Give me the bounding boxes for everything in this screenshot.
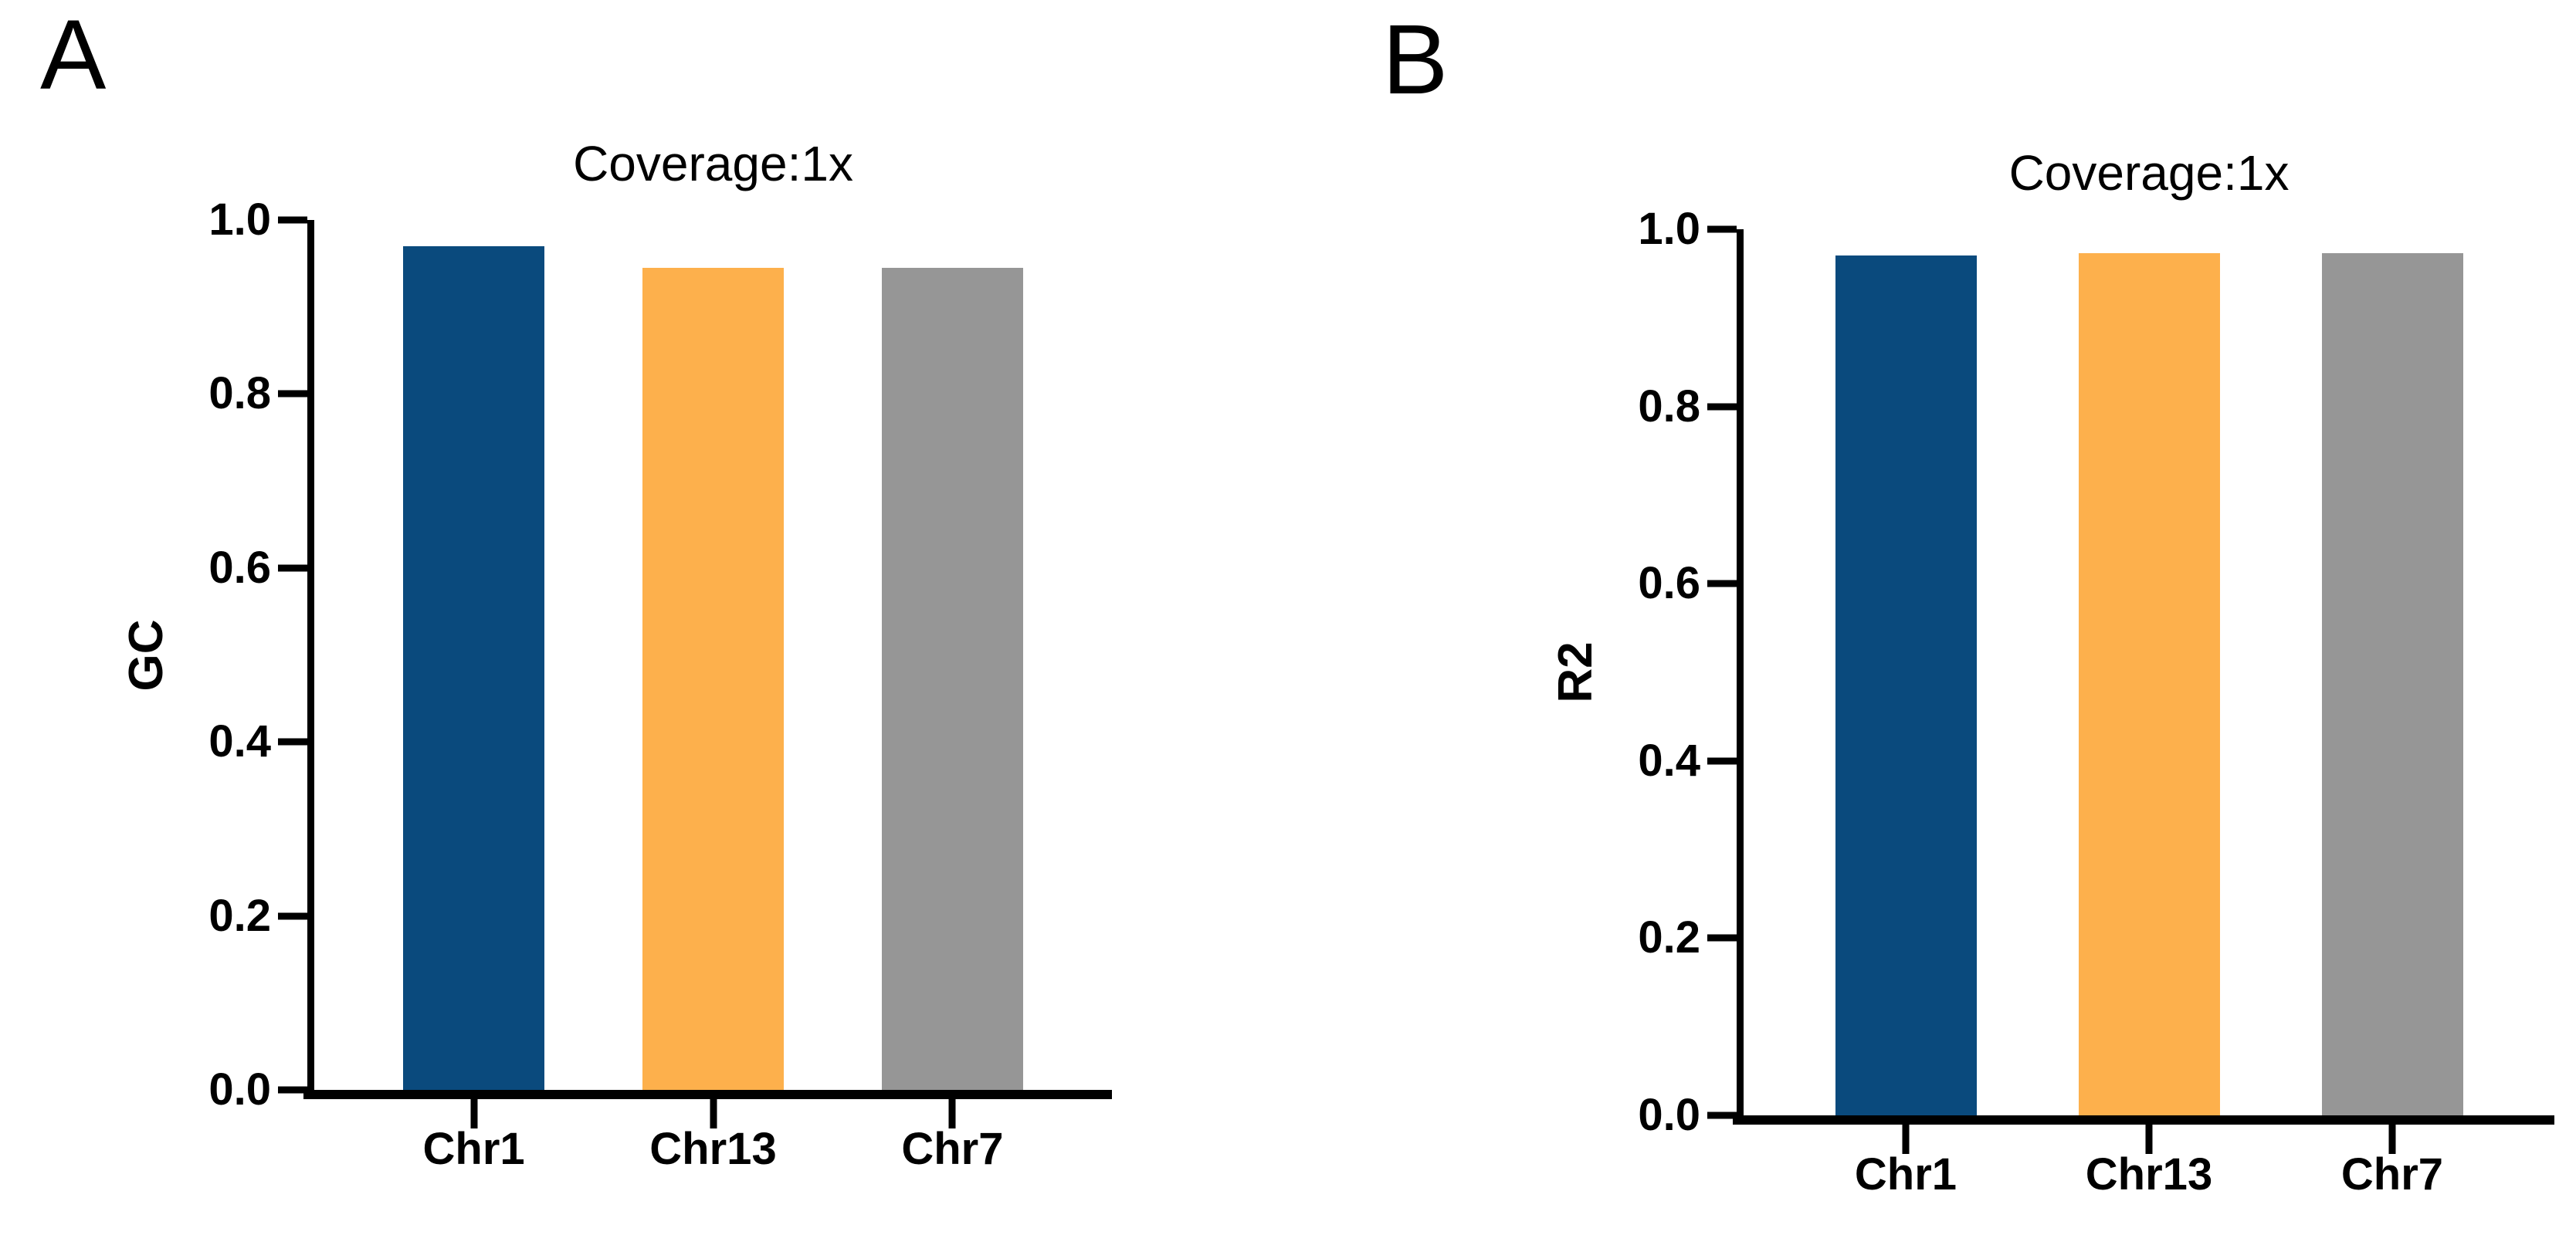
y-tick-mark [278,216,307,224]
y-tick-label: 0.6 [208,542,271,593]
y-tick-label: 0.2 [1638,912,1700,963]
y-axis-line [1737,229,1744,1125]
x-tick-mark [470,1099,478,1128]
x-tick-label: Chr1 [1854,1149,1957,1199]
y-tick-mark [278,390,307,398]
x-axis-line [1733,1115,2554,1125]
bar-chr7 [2321,253,2463,1115]
x-tick-mark [948,1099,956,1128]
y-axis-label-b: R2 [1549,641,1602,703]
x-tick-label: Chr13 [649,1124,777,1174]
y-tick-mark [1707,403,1737,411]
y-tick-mark [278,738,307,746]
plot-area-a: Coverage:1x GC 1.0 0.8 0.6 0.4 0.2 0.0 Chr1 Chr… [120,139,1112,1172]
bar-chr1 [1835,255,1977,1115]
x-tick-label: Chr7 [2340,1149,2444,1199]
y-tick-mark [1707,580,1737,587]
y-tick-mark [1707,757,1737,765]
bar-chr1 [403,245,545,1090]
y-tick-label: 0.0 [208,1064,271,1115]
y-tick-label: 0.2 [208,890,271,941]
y-tick-mark [278,912,307,920]
y-axis-line [307,220,314,1099]
x-axis-line [303,1090,1112,1099]
y-tick-mark [278,564,307,572]
y-tick-label: 1.0 [208,195,271,245]
y-tick-label: 0.4 [208,716,271,767]
x-tick-mark [710,1099,717,1128]
x-tick-mark [1902,1125,1910,1154]
bar-chr13 [642,268,784,1090]
y-tick-label: 0.6 [1638,558,1700,609]
bar-chr7 [881,268,1023,1090]
x-tick-mark [2145,1125,2153,1154]
x-tick-label: Chr1 [422,1124,525,1174]
panel-a-letter: A [40,0,107,110]
chart-title-a: Coverage:1x [573,136,853,191]
y-tick-mark [1707,225,1737,233]
y-tick-label: 0.0 [1638,1090,1700,1140]
x-tick-mark [2388,1125,2396,1154]
y-tick-mark [278,1086,307,1094]
chart-title-b: Coverage:1x [2008,145,2290,201]
x-tick-label: Chr13 [2085,1149,2213,1199]
x-tick-label: Chr7 [901,1124,1004,1174]
y-axis-label-a: GC [120,619,173,691]
y-tick-mark [1707,934,1737,942]
bar-chr13 [2078,253,2220,1115]
y-tick-mark [1707,1112,1737,1119]
y-tick-label: 0.8 [1638,381,1700,431]
y-tick-label: 1.0 [1638,204,1700,254]
y-tick-label: 0.8 [208,368,271,419]
plot-area-b: Coverage:1x R2 1.0 0.8 0.6 0.4 0.2 0.0 Chr1 Chr… [1549,148,2554,1197]
y-tick-label: 0.4 [1638,735,1700,786]
panel-b-letter: B [1382,5,1449,115]
